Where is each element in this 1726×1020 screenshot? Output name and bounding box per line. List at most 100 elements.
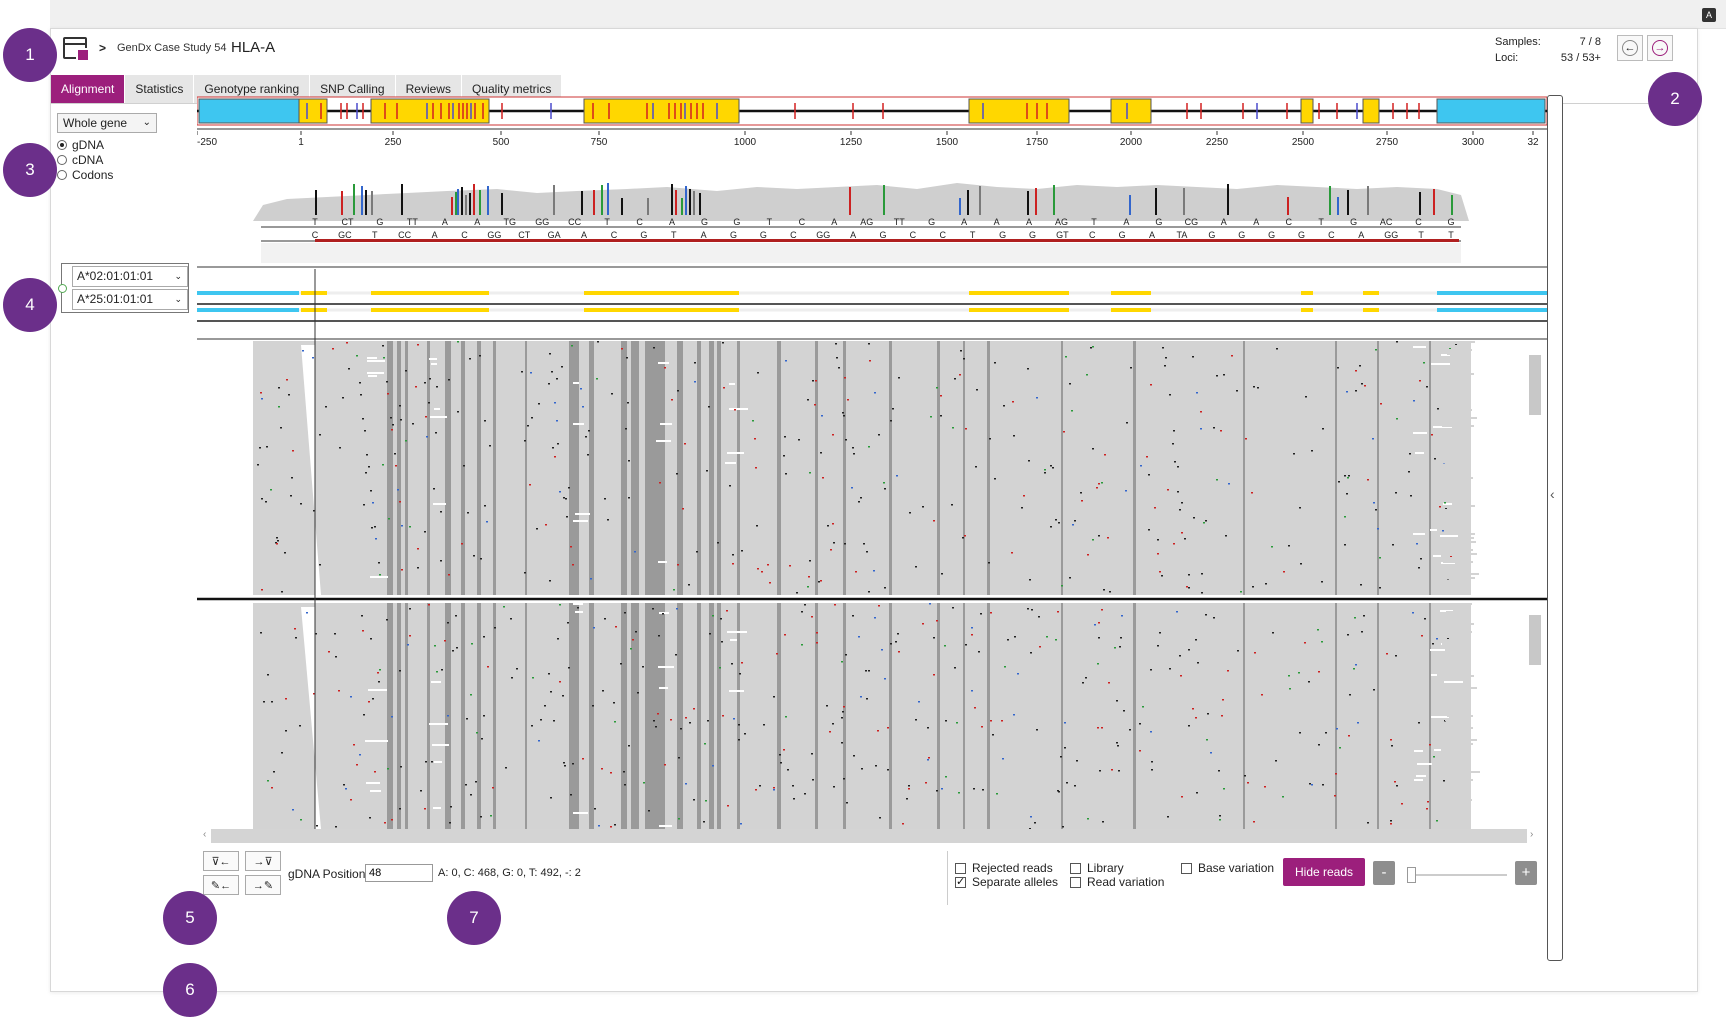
- checkbox-separate-alleles[interactable]: Separate alleles: [955, 875, 1058, 889]
- translate-icon[interactable]: A: [1702, 8, 1716, 22]
- read-mismatch: [399, 405, 401, 407]
- read-mismatch: [1396, 341, 1398, 343]
- read-mismatch: [733, 718, 735, 720]
- read-mismatch: [1299, 507, 1301, 509]
- checkbox-library[interactable]: Library: [1070, 861, 1124, 875]
- read-mismatch: [1120, 637, 1122, 639]
- read-mismatch: [780, 762, 782, 764]
- read-gap: [368, 375, 377, 377]
- next-locus-button[interactable]: →: [1647, 35, 1673, 61]
- read-tail: [1448, 513, 1463, 515]
- radio-codons[interactable]: Codons: [57, 167, 113, 182]
- read-mismatch: [1180, 675, 1182, 677]
- checkbox-rejected-reads[interactable]: Rejected reads: [955, 861, 1053, 875]
- reads-panel-allele-1[interactable]: [253, 341, 1479, 595]
- variant-column: [737, 341, 740, 595]
- hide-reads-button[interactable]: Hide reads: [1283, 858, 1365, 886]
- read-mismatch: [568, 667, 570, 669]
- sample-list-icon[interactable]: [63, 37, 90, 62]
- read-mismatch: [1433, 756, 1435, 758]
- read-mismatch: [319, 434, 321, 436]
- zoom-slider-track[interactable]: [1411, 874, 1507, 876]
- radio-indicator: [57, 154, 67, 165]
- prev-low-quality-button[interactable]: ⊽←: [203, 851, 239, 871]
- read-mismatch: [440, 560, 442, 562]
- read-mismatch: [1164, 365, 1166, 367]
- read-mismatch: [1117, 745, 1119, 747]
- next-low-quality-button[interactable]: →⊽: [245, 851, 281, 871]
- scroll-left-arrow[interactable]: ‹: [203, 829, 207, 840]
- read-mismatch: [1098, 535, 1100, 537]
- reads-panel-allele-2[interactable]: [253, 603, 1480, 829]
- previous-locus-button[interactable]: ←: [1617, 35, 1643, 61]
- zoom-slider-thumb[interactable]: [1407, 867, 1416, 883]
- horizontal-scrollbar[interactable]: [211, 829, 1527, 843]
- read-mismatch: [592, 705, 594, 707]
- allele-1-select[interactable]: A*02:01:01:01 ⌄: [72, 266, 188, 287]
- chevron-down-icon: ⌄: [174, 294, 182, 304]
- read-gap: [367, 372, 384, 374]
- read-tail: [1448, 421, 1454, 423]
- read-tail: [1447, 803, 1468, 805]
- zoom-out-button[interactable]: -: [1373, 861, 1395, 885]
- consensus-base: C: [312, 230, 319, 240]
- tab-statistics[interactable]: Statistics: [125, 75, 195, 103]
- checkbox-read-variation[interactable]: Read variation: [1070, 875, 1164, 889]
- read-mismatch: [1450, 556, 1452, 558]
- read-gap: [656, 440, 671, 442]
- read-mismatch: [620, 663, 622, 665]
- gene-map[interactable]: [197, 96, 1547, 126]
- allele-segment: [1301, 308, 1313, 312]
- read-tail: [1446, 501, 1465, 503]
- read-mismatch: [401, 525, 403, 527]
- read-gap: [575, 812, 581, 814]
- side-panel-toggle[interactable]: ‹: [1547, 95, 1563, 961]
- allele-2-select[interactable]: A*25:01:01:01 ⌄: [72, 289, 188, 310]
- checkbox-base-variation[interactable]: Base variation: [1181, 861, 1274, 875]
- read-mismatch: [628, 497, 630, 499]
- ruler-tick-label: 2000: [1120, 137, 1143, 148]
- read-tail: [1443, 357, 1468, 359]
- read-mismatch: [1207, 713, 1209, 715]
- read-mismatch: [371, 527, 373, 529]
- read-tail: [1447, 767, 1468, 769]
- read-mismatch: [295, 637, 297, 639]
- allele-segment: [584, 308, 739, 312]
- link-icon[interactable]: [58, 284, 67, 293]
- read-mismatch: [270, 489, 272, 491]
- read-gap: [660, 423, 672, 425]
- region-select[interactable]: Whole gene ⌄: [57, 113, 157, 133]
- variant-bar: [455, 192, 457, 215]
- next-edit-button[interactable]: →✎: [245, 875, 281, 895]
- read-mismatch: [1031, 609, 1033, 611]
- radio-gdna[interactable]: gDNA: [57, 137, 113, 152]
- read-mismatch: [382, 464, 384, 466]
- variant-column: [937, 603, 940, 829]
- variant-bar: [353, 184, 355, 215]
- alignment-viewer[interactable]: -250 1 250 500 750 1000 1250 1500 1750 2000 2250 25…: [197, 95, 1547, 829]
- read-mismatch: [820, 452, 822, 454]
- read-gap: [365, 740, 379, 742]
- radio-indicator: [57, 139, 67, 150]
- tab-alignment[interactable]: Alignment: [51, 75, 126, 103]
- read-mismatch: [1188, 725, 1190, 727]
- read-mismatch: [1210, 752, 1212, 754]
- scroll-right-arrow[interactable]: ›: [1530, 829, 1534, 840]
- gdna-position-input[interactable]: [365, 864, 433, 882]
- read-mismatch: [1357, 722, 1359, 724]
- checkbox-box: [955, 862, 966, 874]
- variant-column: [405, 341, 408, 595]
- read-mismatch: [1102, 821, 1104, 823]
- read-mismatch: [812, 779, 814, 781]
- read-mismatch: [511, 677, 513, 679]
- read-tail: [1448, 775, 1455, 777]
- radio-cdna[interactable]: cDNA: [57, 152, 113, 167]
- reads-scrollbar[interactable]: [1529, 355, 1541, 665]
- prev-edit-button[interactable]: ✎←: [203, 875, 239, 895]
- breadcrumb-project[interactable]: GenDx Case Study 54: [117, 42, 227, 54]
- read-mismatch: [452, 650, 454, 652]
- variant-column: [427, 341, 430, 595]
- read-mismatch: [801, 611, 803, 613]
- zoom-in-button[interactable]: +: [1515, 861, 1537, 885]
- checkbox-box: [1070, 876, 1081, 888]
